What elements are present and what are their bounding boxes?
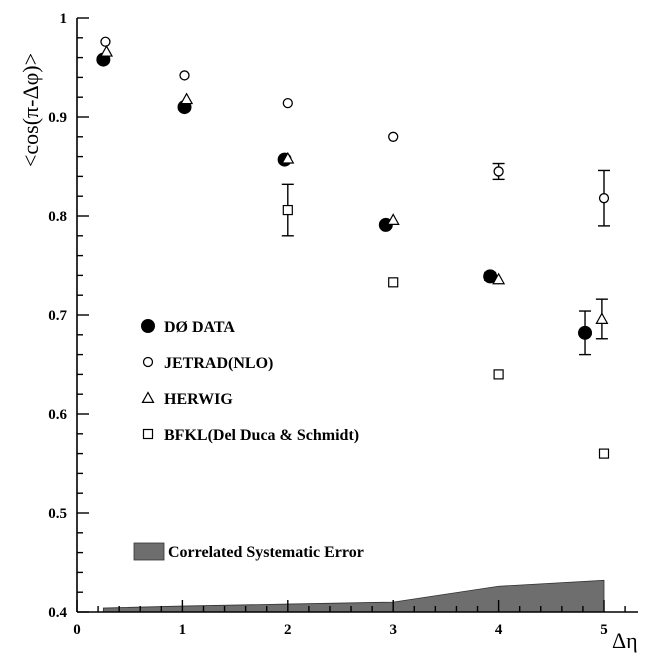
herwig-point	[595, 312, 609, 324]
bfkl-point	[598, 448, 610, 459]
jetrad-point	[179, 70, 190, 81]
x-tick-label: 1	[179, 622, 187, 638]
data-points-group	[96, 36, 610, 459]
x-axis-label: Δη	[612, 628, 638, 653]
legend-band-swatch	[133, 542, 165, 561]
systematic-error-band-group	[102, 579, 605, 613]
jetrad-point	[282, 97, 293, 109]
d0-data-point	[578, 325, 593, 340]
bfkl-point	[282, 204, 293, 216]
x-tick-label: 4	[495, 622, 503, 638]
herwig-point	[492, 272, 506, 285]
x-tick-label: 2	[284, 622, 292, 638]
bfkl-point	[493, 369, 504, 380]
legend-marker	[141, 319, 155, 333]
legend-label: JETRAD(NLO)	[164, 355, 273, 372]
legend-marker	[142, 356, 154, 368]
y-tick-label: 1	[60, 11, 68, 27]
herwig-point	[281, 151, 295, 164]
herwig-point	[99, 44, 114, 57]
jetrad-point	[100, 36, 111, 47]
jetrad-point	[598, 193, 610, 204]
y-tick-label: 0.5	[48, 506, 67, 522]
legend-label: DØ DATA	[164, 319, 235, 336]
x-tick-label: 5	[600, 622, 608, 638]
bfkl-point	[388, 277, 399, 288]
y-tick-label: 0.8	[48, 209, 67, 225]
jetrad-point	[493, 166, 504, 177]
y-axis-label: <cos(π-Δφ)>	[18, 53, 43, 167]
x-tick-label: 3	[389, 622, 397, 638]
legend-marker	[142, 428, 154, 440]
legend: DØ DATA JETRAD(NLO) HERWIG BFKL(Del Duca & …	[133, 319, 364, 561]
legend-label: Correlated Systematic Error	[168, 544, 364, 561]
x-tick-label: 0	[73, 622, 81, 638]
systematic-error-band	[102, 579, 605, 613]
y-tick-label: 0.6	[48, 407, 67, 423]
y-tick-label: 0.7	[48, 308, 67, 324]
axes-group	[76, 18, 638, 613]
y-tick-label: 0.9	[48, 110, 67, 126]
herwig-point	[386, 213, 400, 225]
y-tick-label: 0.4	[48, 605, 67, 621]
ticks-group: 0.4 0.5 0.6 0.7 0.8 0.9 1 0 1 2 3 4 5	[48, 11, 626, 638]
herwig-point	[180, 92, 194, 105]
jetrad-point	[388, 131, 399, 142]
legend-marker	[141, 391, 155, 403]
legend-label: BFKL(Del Duca & Schmidt)	[164, 427, 359, 444]
legend-label: HERWIG	[164, 391, 233, 408]
